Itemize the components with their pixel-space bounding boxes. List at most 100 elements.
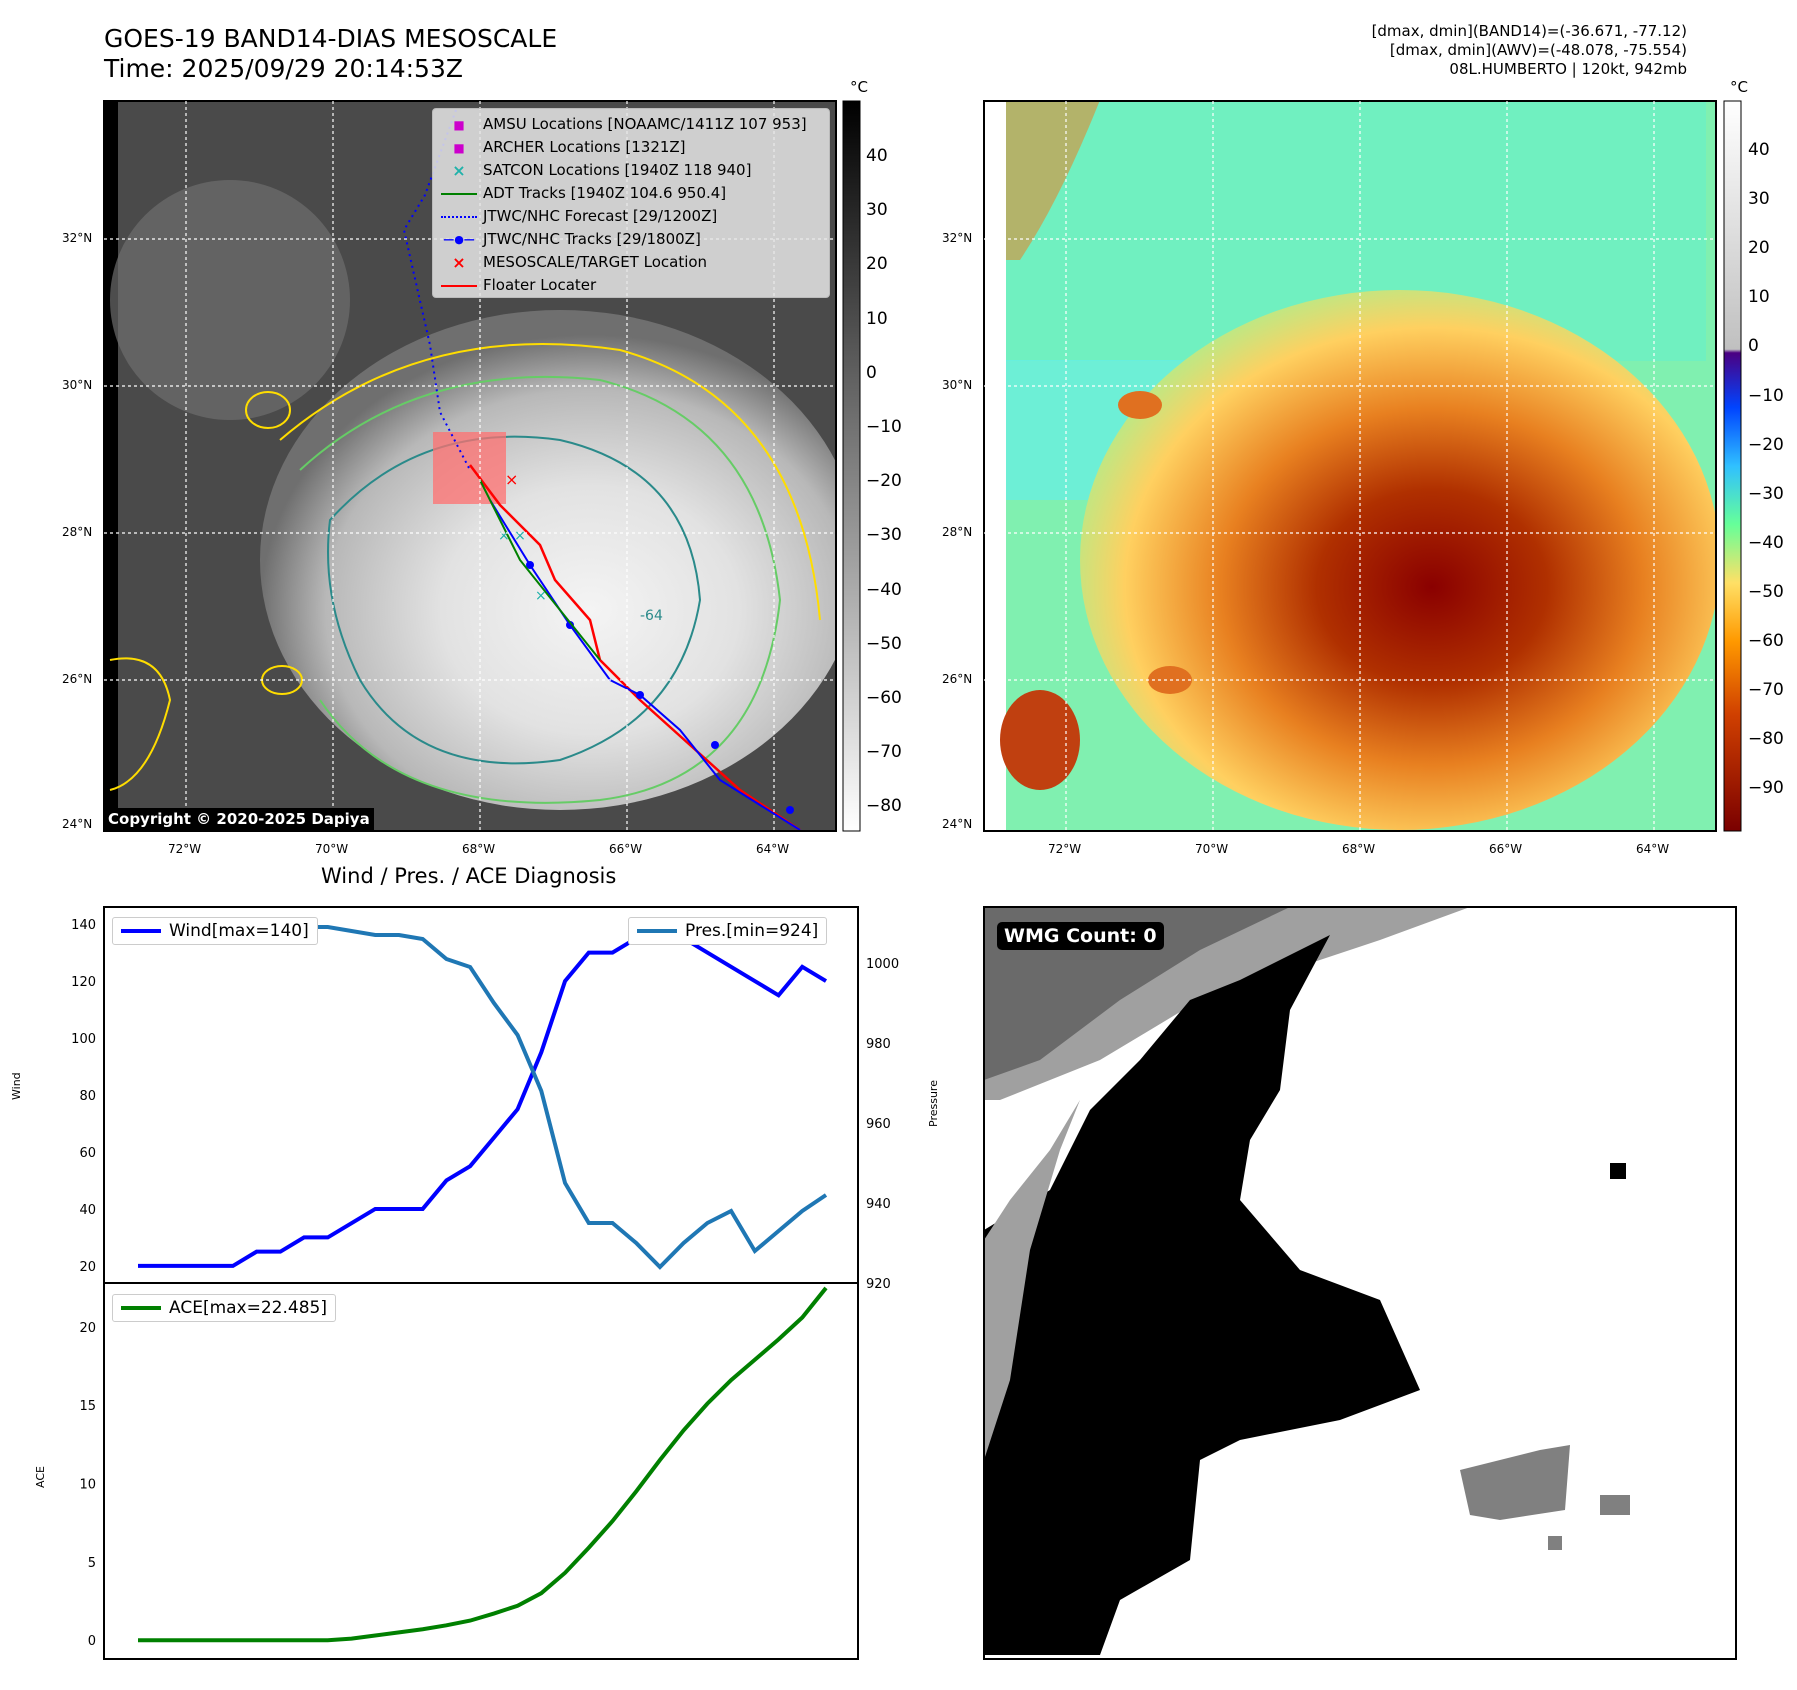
lat-label-30: 30°N — [62, 378, 93, 392]
colorbar-tick-label: −10 — [1748, 385, 1784, 406]
colorbar-tick-label: −60 — [866, 688, 902, 708]
colorbar-left-unit: °C — [850, 78, 868, 96]
legend-label: ADT Tracks [1940Z 104.6 950.4] — [483, 184, 727, 202]
lat-label-28: 28°N — [62, 525, 93, 539]
wind-pres-axes — [103, 906, 859, 1284]
pressure-tick-label: 960 — [866, 1117, 891, 1132]
colorbar-tick-label: −40 — [866, 579, 902, 600]
legend-label: ARCHER Locations [1321Z] — [483, 138, 686, 156]
lat-label-26: 26°N — [62, 672, 93, 686]
lat-label-32: 32°N — [62, 231, 93, 245]
legend-item: JTWC/NHC Forecast [29/1200Z] — [441, 207, 717, 225]
stats-line-2: [dmax, dmin](AWV)=(-48.078, -75.554) — [1389, 41, 1687, 59]
colorbar-tick-label: −20 — [866, 471, 902, 492]
pressure-legend-label: Pres.[min=924] — [685, 921, 819, 941]
colorbar-tick-label: −60 — [1748, 631, 1784, 651]
colorbar-tick-label: −50 — [1748, 581, 1784, 602]
ace-series-line — [138, 1286, 828, 1643]
wind-tick-label: 100 — [71, 1032, 96, 1047]
colorbar-tick-label: −80 — [866, 796, 902, 817]
title-line-2: Time: 2025/09/29 20:14:53Z — [104, 54, 463, 83]
legend-item: × MESOSCALE/TARGET Location — [441, 253, 707, 272]
colorbar-tick-label: 30 — [866, 200, 888, 221]
legend-marker-icon: ■ — [453, 117, 465, 132]
legend-item: Floater Locater — [441, 276, 596, 294]
legend-label: Floater Locater — [483, 276, 597, 294]
legend-marker-icon: ■ — [453, 140, 465, 155]
pressure-tick-label: 980 — [866, 1037, 891, 1052]
diagnosis-title: Wind / Pres. / ACE Diagnosis — [321, 864, 617, 888]
colorbar-right-unit: °C — [1730, 78, 1748, 96]
colorbar-left — [842, 100, 861, 832]
pressure-legend: Pres.[min=924] — [628, 917, 828, 945]
colorbar-tick-label: 40 — [1748, 140, 1770, 160]
legend-label: AMSU Locations [NOAAMC/1411Z 107 953] — [483, 115, 807, 133]
lon-label-right-70: 70°W — [1195, 842, 1229, 856]
legend-marker-icon: × — [452, 253, 466, 272]
colorbar-tick-label: 10 — [866, 308, 888, 329]
svg-text:×: × — [535, 588, 547, 604]
colorbar-tick-label: −30 — [1748, 483, 1784, 504]
legend-item: × SATCON Locations [1940Z 118 940] — [441, 161, 751, 180]
colorbar-tick-label: −10 — [866, 417, 902, 437]
lon-label-64: 64°W — [756, 842, 790, 856]
colorbar-tick-label: 20 — [866, 254, 888, 275]
lon-label-right-64: 64°W — [1636, 842, 1670, 856]
colorbar-right — [1723, 100, 1742, 832]
map-legend: ■ AMSU Locations [NOAAMC/1411Z 107 953] ■ A… — [432, 108, 830, 298]
lon-label-66: 66°W — [609, 842, 643, 856]
colorbar-tick-label: 0 — [1748, 336, 1759, 357]
ace-legend-label: ACE[max=22.485] — [169, 1298, 327, 1318]
ace-legend: ACE[max=22.485] — [112, 1294, 336, 1322]
chart-title: GOES-19 BAND14-DIAS MESOSCALE Time: 2025… — [104, 24, 557, 84]
legend-label: SATCON Locations [1940Z 118 940] — [483, 161, 752, 179]
lon-label-72: 72°W — [168, 842, 202, 856]
lat-label-right-24: 24°N — [942, 817, 973, 831]
wind-legend: Wind[max=140] — [112, 917, 318, 945]
legend-marker-icon — [441, 215, 477, 218]
colorbar-tick-label: 20 — [1748, 238, 1770, 259]
wind-series-line — [138, 921, 828, 1268]
lat-label-right-26: 26°N — [942, 672, 973, 686]
wind-legend-label: Wind[max=140] — [169, 921, 309, 941]
wmg-panel — [984, 907, 1736, 1659]
colorbar-tick-label: −80 — [1748, 729, 1784, 750]
lat-label-right-32: 32°N — [942, 231, 973, 245]
colorbar-tick-label: −90 — [1748, 778, 1784, 799]
legend-item: —●— JTWC/NHC Tracks [29/1800Z] — [441, 230, 701, 248]
colorbar-tick-label: 40 — [866, 146, 888, 166]
wind-tick-label: 120 — [71, 975, 96, 990]
lat-label-right-28: 28°N — [942, 525, 973, 539]
lon-label-68: 68°W — [462, 842, 496, 856]
colorbar-tick-label: −30 — [866, 525, 902, 546]
lon-label-right-72: 72°W — [1048, 842, 1082, 856]
lat-label-right-30: 30°N — [942, 378, 973, 392]
colorbar-tick-label: −20 — [1748, 434, 1784, 455]
wind-tick-label: 80 — [79, 1089, 96, 1104]
legend-marker-icon: × — [452, 161, 466, 180]
colorbar-tick-label: −70 — [866, 742, 902, 763]
wind-tick-label: 20 — [79, 1260, 96, 1275]
ace-tick-label: 15 — [79, 1399, 96, 1414]
pressure-tick-label: 940 — [866, 1197, 891, 1212]
pressure-tick-label: 1000 — [866, 957, 899, 972]
color-ir-map — [984, 101, 1716, 831]
colorbar-tick-label: 0 — [866, 362, 877, 383]
copyright-label: Copyright © 2020-2025 Dapiya — [104, 808, 374, 830]
mesoscale-box — [433, 432, 506, 504]
lon-label-right-68: 68°W — [1342, 842, 1376, 856]
ace-axis-label: ACE — [34, 1466, 47, 1488]
colorbar-tick-label: −40 — [1748, 532, 1784, 553]
pressure-axis-label: Pressure — [927, 1080, 940, 1127]
legend-marker-icon: —●— — [443, 233, 475, 246]
wind-tick-label: 60 — [79, 1146, 96, 1161]
svg-text:×: × — [505, 470, 518, 489]
legend-marker-icon — [441, 284, 477, 287]
ace-tick-label: 5 — [88, 1556, 96, 1571]
colorbar-tick-label: −70 — [1748, 680, 1784, 701]
ace-tick-label: 20 — [79, 1321, 96, 1336]
legend-item: ■ ARCHER Locations [1321Z] — [441, 138, 686, 156]
lon-label-right-66: 66°W — [1489, 842, 1523, 856]
legend-item: ■ AMSU Locations [NOAAMC/1411Z 107 953] — [441, 115, 807, 133]
